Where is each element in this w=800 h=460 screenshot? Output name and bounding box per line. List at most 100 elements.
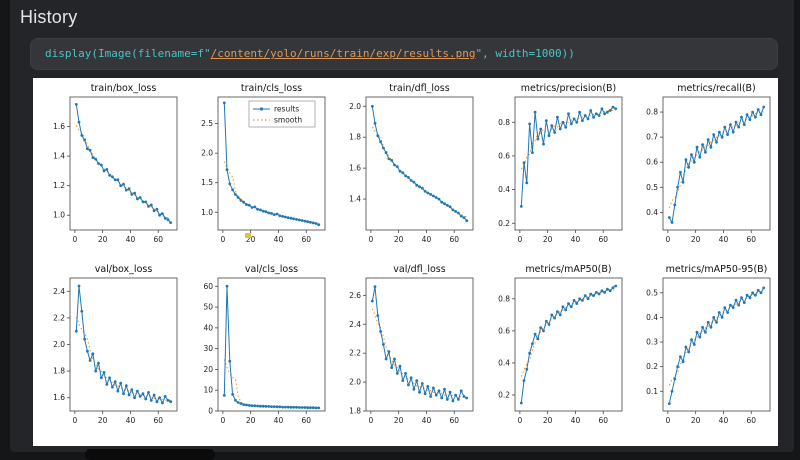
- svg-text:1.4: 1.4: [53, 152, 65, 161]
- svg-text:0.4: 0.4: [646, 208, 658, 217]
- svg-text:60: 60: [746, 235, 756, 244]
- svg-text:2.4: 2.4: [350, 320, 362, 329]
- svg-text:20: 20: [691, 416, 701, 425]
- code-cell[interactable]: display(Image(filename=f"/content/yolo/r…: [30, 38, 778, 70]
- svg-text:0.5: 0.5: [646, 183, 658, 192]
- svg-text:2.2: 2.2: [53, 313, 65, 322]
- svg-text:0: 0: [209, 407, 214, 416]
- svg-text:60: 60: [598, 235, 608, 244]
- svg-text:20: 20: [98, 416, 108, 425]
- subplot-train-box-loss: train/box_loss 1.0 1.2 1.4 1.6 0 20 40 60: [53, 83, 178, 244]
- subplot-title: train/dfl_loss: [390, 83, 450, 94]
- svg-text:0: 0: [369, 416, 374, 425]
- subplot-val-box-loss: val/box_loss 1.6 1.8 2.0 2.2 2.4 0 20 40 60: [53, 264, 178, 425]
- subplot-cell-train-cls-loss: train/cls_loss 1.0 1.5 2.0 2.5 0 20 40 60 results…: [183, 80, 331, 261]
- subplot-cell-val-box-loss: val/box_loss 1.6 1.8 2.0 2.2 2.4 0 20 40 60: [35, 261, 183, 442]
- subplot-cell-val-cls-loss: val/cls_loss 0 10 20 30 40 50 60 0 20 40 60: [183, 261, 331, 442]
- notebook-panel: History display(Image(filename=f"/conten…: [10, 0, 794, 452]
- svg-text:20: 20: [204, 365, 214, 374]
- svg-text:0.1: 0.1: [646, 387, 658, 396]
- svg-text:0: 0: [517, 235, 522, 244]
- svg-text:2.0: 2.0: [350, 102, 362, 111]
- svg-text:0.4: 0.4: [646, 313, 658, 322]
- code-token-string-link[interactable]: /content/yolo/runs/train/exp/results.png: [210, 47, 476, 60]
- svg-text:2.5: 2.5: [201, 119, 213, 128]
- svg-text:20: 20: [246, 416, 256, 425]
- subplot-cell-metrics-recall-b: metrics/recall(B) 0.4 0.5 0.6 0.7 0.8 0 20 40 60: [628, 80, 776, 261]
- page-header: History: [10, 0, 794, 33]
- subplot-val-dfl-loss: val/dfl_loss 1.8 2.0 2.2 2.4 2.6 0 20 40 60: [350, 264, 474, 425]
- svg-text:60: 60: [302, 235, 312, 244]
- svg-text:60: 60: [204, 282, 214, 291]
- code-token-code: )): [561, 47, 575, 60]
- svg-text:40: 40: [126, 416, 136, 425]
- footer-pill: [85, 449, 215, 460]
- svg-text:0.6: 0.6: [498, 326, 510, 335]
- svg-text:1.4: 1.4: [350, 195, 362, 204]
- code-token-code: display(Image(filename=f": [45, 47, 211, 60]
- subplot-metrics-map50-95-b: metrics/mAP50-95(B) 0.1 0.2 0.3 0.4 0.5 0 20 40 6…: [646, 264, 771, 425]
- subplot-cell-val-dfl-loss: val/dfl_loss 1.8 2.0 2.2 2.4 2.6 0 20 40 60: [331, 261, 479, 442]
- subplot-cell-metrics-precision-b: metrics/precision(B) 0.2 0.4 0.6 0.8 0 20 40 60: [480, 80, 628, 261]
- svg-text:0.2: 0.2: [646, 362, 658, 371]
- svg-text:0: 0: [665, 416, 670, 425]
- svg-text:1.8: 1.8: [53, 367, 65, 376]
- svg-text:0.8: 0.8: [646, 108, 658, 117]
- svg-text:20: 20: [394, 235, 404, 244]
- subplot-metrics-precision-b: metrics/precision(B) 0.2 0.4 0.6 0.8 0 20 40 60: [498, 83, 623, 244]
- svg-text:20: 20: [394, 416, 404, 425]
- svg-text:60: 60: [154, 416, 164, 425]
- svg-text:2.0: 2.0: [53, 340, 65, 349]
- svg-text:1.0: 1.0: [201, 208, 213, 217]
- code-line[interactable]: display(Image(filename=f"/content/yolo/r…: [45, 47, 763, 61]
- svg-text:0: 0: [221, 416, 226, 425]
- svg-text:0: 0: [73, 235, 78, 244]
- svg-text:0.8: 0.8: [498, 118, 510, 127]
- subplot-cell-train-box-loss: train/box_loss 1.0 1.2 1.4 1.6 0 20 40 60: [35, 80, 183, 261]
- svg-text:60: 60: [154, 235, 164, 244]
- charts-grid: train/box_loss 1.0 1.2 1.4 1.6 0 20 40 60 train/c…: [33, 78, 778, 442]
- svg-text:20: 20: [543, 235, 553, 244]
- svg-text:10: 10: [204, 386, 214, 395]
- svg-text:30: 30: [204, 344, 214, 353]
- svg-text:1.8: 1.8: [350, 407, 362, 416]
- svg-text:20: 20: [98, 235, 108, 244]
- svg-text:20: 20: [246, 235, 256, 244]
- subplot-title: train/box_loss: [91, 83, 157, 94]
- svg-text:60: 60: [450, 235, 460, 244]
- svg-text:20: 20: [691, 235, 701, 244]
- svg-text:20: 20: [543, 416, 553, 425]
- subplot-cell-metrics-map50-b: metrics/mAP50(B) 0.2 0.4 0.6 0.8 0 20 40 60: [480, 261, 628, 442]
- svg-text:0.6: 0.6: [646, 158, 658, 167]
- svg-text:2.2: 2.2: [350, 349, 362, 358]
- svg-text:1.5: 1.5: [201, 178, 213, 187]
- svg-text:0.7: 0.7: [646, 133, 658, 142]
- svg-text:0.4: 0.4: [498, 185, 510, 194]
- svg-text:0: 0: [221, 235, 226, 244]
- svg-text:50: 50: [204, 303, 214, 312]
- subplot-title: val/box_loss: [95, 264, 153, 275]
- subplot-train-dfl-loss: train/dfl_loss 1.4 1.6 1.8 2.0 0 20 40 60: [350, 83, 474, 244]
- svg-text:0.2: 0.2: [498, 219, 510, 228]
- svg-text:1.0: 1.0: [53, 211, 65, 220]
- svg-text:2.0: 2.0: [201, 149, 213, 158]
- svg-text:60: 60: [302, 416, 312, 425]
- svg-text:60: 60: [450, 416, 460, 425]
- svg-text:40: 40: [274, 416, 284, 425]
- subplot-metrics-recall-b: metrics/recall(B) 0.4 0.5 0.6 0.7 0.8 0 20 40 60: [646, 83, 771, 244]
- subplot-title: metrics/recall(B): [677, 83, 756, 94]
- svg-text:2.0: 2.0: [350, 378, 362, 387]
- subplot-title: metrics/precision(B): [520, 83, 616, 94]
- subplot-title: metrics/mAP50-95(B): [666, 264, 768, 275]
- svg-text:2.6: 2.6: [350, 291, 362, 300]
- svg-text:results: results: [274, 105, 299, 114]
- svg-text:0: 0: [73, 416, 78, 425]
- subplot-cell-train-dfl-loss: train/dfl_loss 1.4 1.6 1.8 2.0 0 20 40 60: [331, 80, 479, 261]
- subplot-title: val/cls_loss: [245, 264, 298, 275]
- svg-text:smooth: smooth: [274, 116, 302, 125]
- svg-text:40: 40: [570, 235, 580, 244]
- code-token-number: 1000: [535, 47, 562, 60]
- svg-text:0.3: 0.3: [646, 338, 658, 347]
- subplot-cell-metrics-map50-95-b: metrics/mAP50-95(B) 0.1 0.2 0.3 0.4 0.5 0 20 40 6…: [628, 261, 776, 442]
- svg-text:0.8: 0.8: [498, 294, 510, 303]
